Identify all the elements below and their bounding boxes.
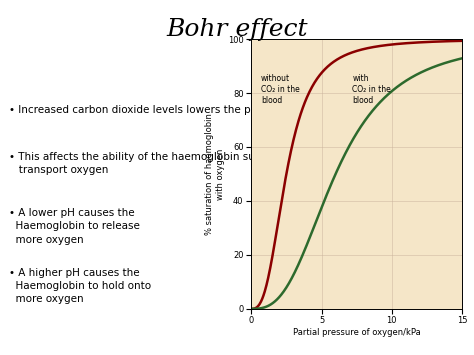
Text: with
CO₂ in the
blood: with CO₂ in the blood	[353, 74, 391, 105]
Text: • This affects the ability of the haemoglobin subunits to
   transport oxygen: • This affects the ability of the haemog…	[9, 152, 301, 175]
Text: • Increased carbon dioxide levels lowers the pH of the blood: • Increased carbon dioxide levels lowers…	[9, 105, 325, 115]
X-axis label: Partial pressure of oxygen/kPa: Partial pressure of oxygen/kPa	[293, 328, 420, 337]
Text: without
CO₂ in the
blood: without CO₂ in the blood	[261, 74, 300, 105]
Text: • A lower pH causes the
  Haemoglobin to release
  more oxygen: • A lower pH causes the Haemoglobin to r…	[9, 208, 140, 245]
Text: Bohr effect: Bohr effect	[166, 18, 308, 41]
Text: • A higher pH causes the
  Haemoglobin to hold onto
  more oxygen: • A higher pH causes the Haemoglobin to …	[9, 268, 152, 304]
Y-axis label: % saturation of haemoglobin
with oxygen: % saturation of haemoglobin with oxygen	[205, 113, 225, 235]
